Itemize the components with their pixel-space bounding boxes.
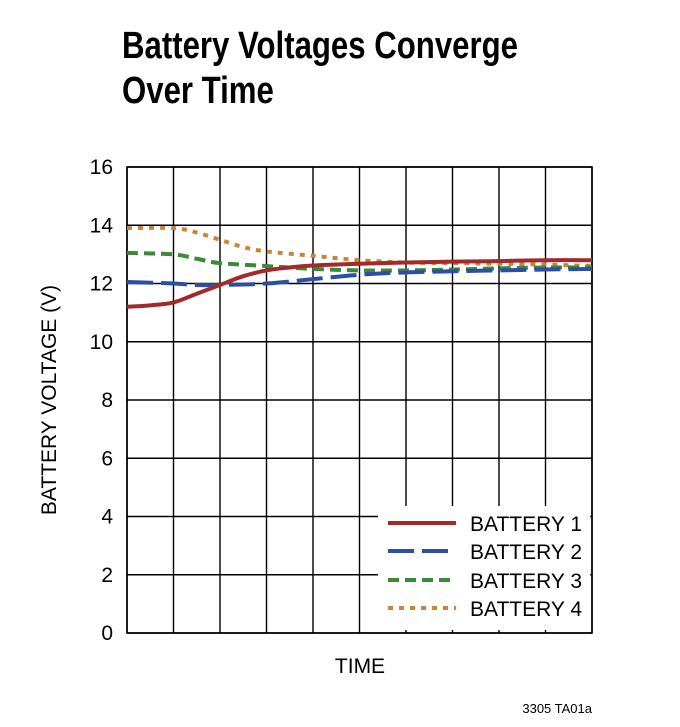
x-axis-label: TIME [335,655,385,678]
series-line-battery-2 [126,266,593,288]
legend-label-battery-2: BATTERY 2 [470,541,582,564]
y-tick-label: 4 [101,506,113,529]
series-line-battery-1 [126,258,593,309]
y-tick-label: 2 [101,564,113,587]
plot-frame [126,166,593,634]
series-line-battery-4 [126,225,593,269]
legend: BATTERY 1 BATTERY 2 BATTERY 3 BATTERY 4 [378,506,590,630]
series-lines [126,225,593,309]
y-axis-label: BATTERY VOLTAGE (V) [38,285,61,515]
chart-title-line-1: Battery Voltages Converge [122,25,518,67]
y-tick-label: 6 [101,447,113,470]
legend-label-battery-1: BATTERY 1 [470,513,582,536]
legend-label-battery-3: BATTERY 3 [470,570,582,593]
y-tick-label: 16 [90,156,113,179]
y-tick-label: 8 [101,389,113,412]
figure-id: 3305 TA01a [522,701,592,716]
y-tick-label: 0 [101,622,113,645]
y-tick-label: 12 [90,273,113,296]
series-line-battery-3 [126,250,593,273]
y-tick-label: 14 [90,214,114,237]
legend-label-battery-4: BATTERY 4 [470,598,582,621]
y-tick-label: 10 [90,331,113,354]
y-tick-labels: 0 2 4 6 8 10 12 14 16 [90,156,114,645]
chart-title: Battery Voltages Converge Over Time [122,24,548,114]
chart-title-line-2: Over Time [122,70,274,112]
